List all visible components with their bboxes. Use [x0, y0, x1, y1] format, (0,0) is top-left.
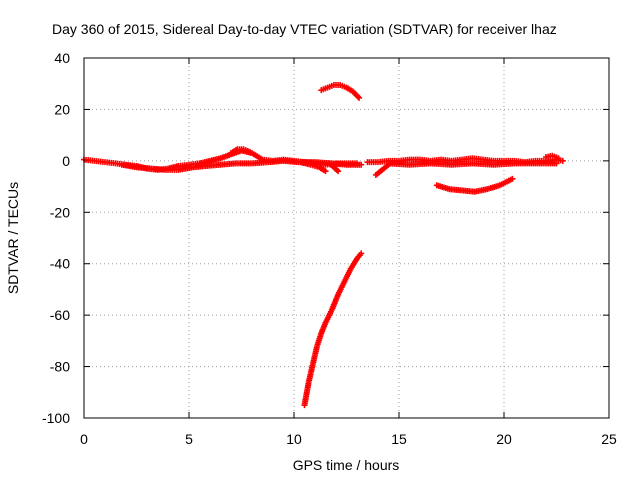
y-tick-label: -100	[42, 410, 70, 426]
x-tick-label: 15	[391, 431, 407, 447]
axis-ticks	[83, 57, 610, 419]
data-point	[335, 168, 342, 175]
x-tick-labels: 0 5 10 15 20 25	[80, 431, 617, 447]
y-tick-label: 0	[62, 153, 70, 169]
data-point	[356, 94, 363, 101]
data-point	[555, 155, 562, 162]
x-tick-label: 5	[185, 431, 193, 447]
y-tick-label: -40	[50, 256, 70, 272]
y-tick-label: -20	[50, 204, 70, 220]
x-tick-label: 10	[286, 431, 302, 447]
data-points	[81, 82, 566, 409]
data-point	[553, 160, 560, 167]
data-point	[246, 148, 253, 155]
y-tick-label: 20	[54, 101, 70, 117]
y-axis-label: SDTVAR / TECUs	[5, 182, 21, 294]
data-point	[385, 161, 392, 168]
data-point	[358, 250, 365, 257]
y-tick-label: -60	[50, 307, 70, 323]
x-tick-label: 20	[496, 431, 512, 447]
x-tick-label: 0	[80, 431, 88, 447]
x-axis-label: GPS time / hours	[293, 457, 400, 473]
data-point	[322, 168, 329, 175]
y-tick-labels: -100 -80 -60 -40 -20 0 20 40	[42, 50, 70, 426]
data-point	[509, 175, 516, 182]
y-tick-label: -80	[50, 359, 70, 375]
chart-title: Day 360 of 2015, Sidereal Day-to-day VTE…	[52, 21, 557, 37]
y-tick-label: 40	[54, 50, 70, 66]
x-tick-label: 25	[601, 431, 617, 447]
plot-frame	[83, 57, 610, 419]
data-point	[559, 157, 566, 164]
grid	[84, 58, 609, 418]
data-point	[358, 161, 365, 168]
